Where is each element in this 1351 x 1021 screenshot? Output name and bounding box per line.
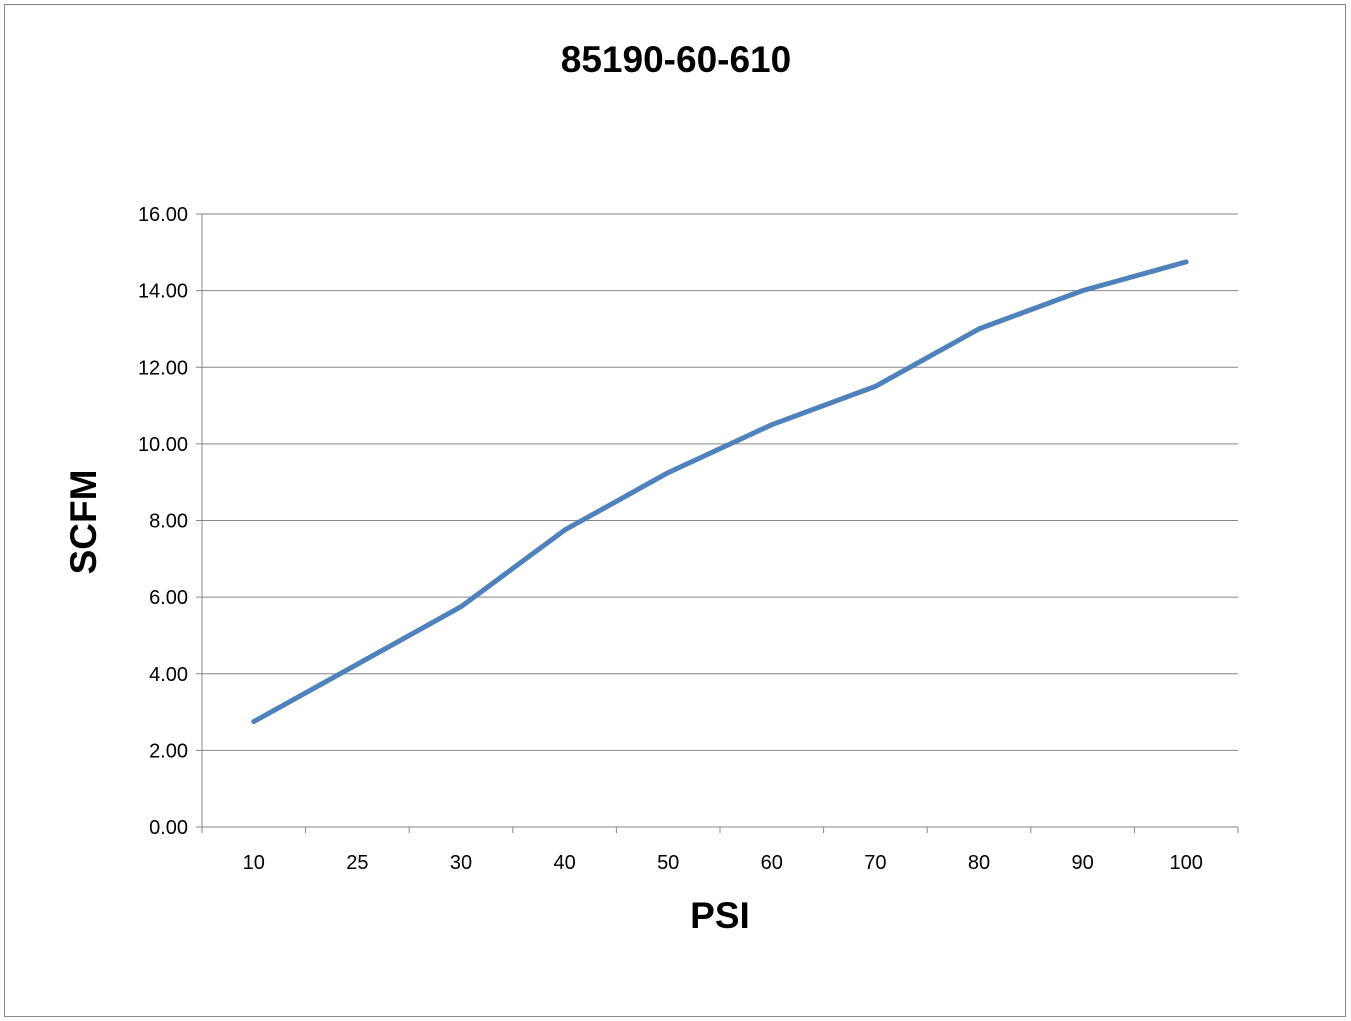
- x-tick-label: 90: [1071, 852, 1093, 874]
- y-tick-label: 10.00: [138, 434, 188, 456]
- y-tick-label: 16.00: [138, 204, 188, 226]
- y-tick-label: 4.00: [149, 664, 188, 686]
- y-axis-title: SCFM: [63, 470, 104, 575]
- x-tick-label: 10: [243, 852, 265, 874]
- y-tick-label: 6.00: [149, 587, 188, 609]
- x-tick-label: 40: [553, 852, 575, 874]
- series-group: [251, 259, 1189, 725]
- x-tick-label: 80: [968, 852, 990, 874]
- gridlines: [202, 213, 1238, 751]
- x-tick-labels: 10 25 30 40 50 60 70 80 90 100: [243, 852, 1203, 874]
- y-tick-labels: 0.00 2.00 4.00 6.00 8.00 10.00 12.00 14.00 16.00: [138, 204, 188, 839]
- x-tick-label: 30: [450, 852, 472, 874]
- y-tick-label: 14.00: [138, 281, 188, 303]
- y-tick-label: 8.00: [149, 511, 188, 533]
- x-tick-label: 70: [864, 852, 886, 874]
- chart-frame: [4, 4, 1346, 1017]
- x-tick-label: 100: [1170, 852, 1203, 874]
- series-line: [251, 259, 1189, 725]
- x-tick-label: 25: [346, 852, 368, 874]
- y-tick-label: 12.00: [138, 357, 188, 379]
- axes: [196, 213, 1239, 833]
- x-tick-label: 50: [657, 852, 679, 874]
- x-tick-label: 60: [761, 852, 783, 874]
- chart-title: 85190-60-610: [561, 39, 791, 80]
- y-tick-label: 0.00: [149, 817, 188, 839]
- x-axis-title: PSI: [690, 895, 750, 936]
- y-tick-label: 2.00: [149, 740, 188, 762]
